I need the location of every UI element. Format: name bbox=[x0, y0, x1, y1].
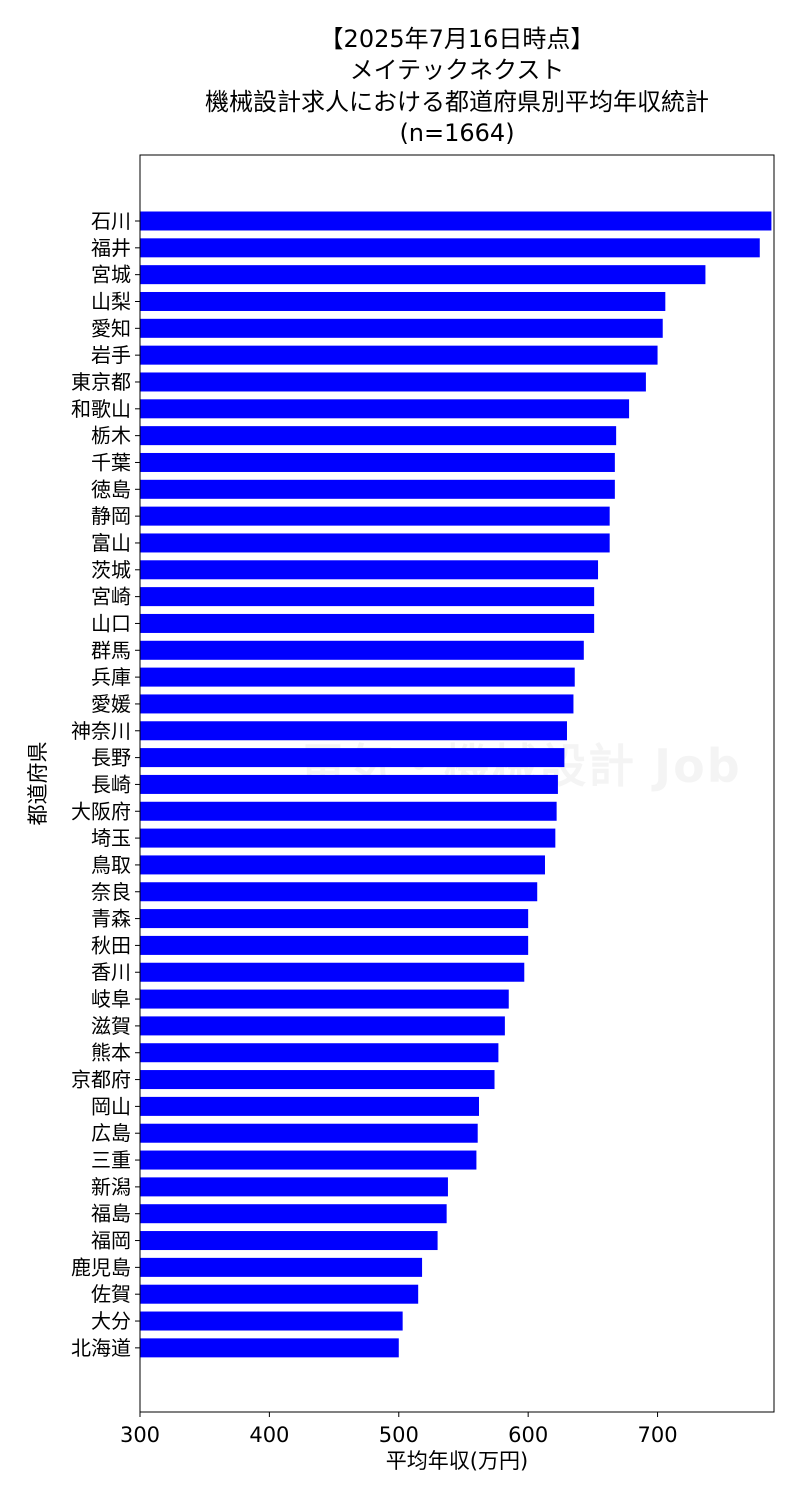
bar bbox=[140, 1338, 399, 1358]
bar bbox=[140, 667, 575, 687]
bar bbox=[140, 1257, 423, 1277]
y-tick-label: 静岡 bbox=[91, 504, 131, 528]
bar bbox=[140, 935, 529, 955]
x-tick-label: 600 bbox=[508, 1423, 548, 1447]
y-tick-label: 青森 bbox=[91, 907, 131, 931]
y-tick-label: 福井 bbox=[91, 236, 131, 260]
bar bbox=[140, 291, 666, 311]
y-tick-label: 香川 bbox=[91, 960, 131, 984]
x-axis-label: 平均年収(万円) bbox=[386, 1449, 528, 1473]
y-tick-label: 和歌山 bbox=[71, 397, 131, 421]
y-tick-label: 福島 bbox=[91, 1202, 131, 1226]
y-tick-label: 宮城 bbox=[91, 263, 131, 287]
bar bbox=[140, 345, 658, 365]
y-tick-label: 徳島 bbox=[91, 477, 131, 501]
bar bbox=[140, 962, 525, 982]
y-tick-label: 長崎 bbox=[91, 772, 131, 796]
y-tick-label: 北海道 bbox=[71, 1336, 131, 1360]
y-tick-label: 岩手 bbox=[91, 343, 131, 367]
y-tick-label: 佐賀 bbox=[91, 1282, 131, 1306]
bar bbox=[140, 1016, 505, 1036]
x-tick-label: 300 bbox=[120, 1423, 160, 1447]
y-tick-label: 茨城 bbox=[91, 558, 131, 582]
y-tick-label: 富山 bbox=[91, 531, 131, 555]
y-tick-label: 秋田 bbox=[91, 933, 131, 957]
x-tick-label: 400 bbox=[249, 1423, 289, 1447]
bar bbox=[140, 1311, 403, 1331]
bar bbox=[140, 640, 584, 660]
bar bbox=[140, 452, 615, 472]
bar bbox=[140, 533, 610, 553]
bar bbox=[140, 1043, 499, 1063]
bar bbox=[140, 587, 595, 607]
y-tick-label: 福岡 bbox=[91, 1229, 131, 1253]
y-tick-label: 愛知 bbox=[91, 316, 131, 340]
x-tick-label: 700 bbox=[638, 1423, 678, 1447]
y-tick-label: 岐阜 bbox=[91, 987, 131, 1011]
bar bbox=[140, 613, 595, 633]
bar bbox=[140, 855, 545, 875]
bar bbox=[140, 909, 529, 929]
y-tick-label: 東京都 bbox=[71, 370, 131, 394]
bar bbox=[140, 1070, 495, 1090]
y-tick-label: 埼玉 bbox=[91, 826, 131, 850]
y-tick-label: 鳥取 bbox=[91, 853, 131, 877]
bar bbox=[140, 399, 630, 419]
bar bbox=[140, 560, 599, 580]
bar bbox=[140, 1284, 419, 1304]
y-tick-label: 奈良 bbox=[91, 880, 131, 904]
y-tick-label: 山口 bbox=[91, 611, 131, 635]
y-tick-label: 石川 bbox=[91, 209, 131, 233]
bar bbox=[140, 721, 567, 741]
bar bbox=[140, 1177, 448, 1197]
y-tick-label: 熊本 bbox=[91, 1041, 131, 1065]
chart-title-line-3: 機械設計求人における都道府県別平均年収統計 bbox=[205, 88, 709, 116]
bar bbox=[140, 211, 772, 231]
y-tick-label: 愛媛 bbox=[91, 692, 131, 716]
y-tick-label: 新潟 bbox=[91, 1175, 131, 1199]
bar bbox=[140, 989, 509, 1009]
y-tick-label: 大阪府 bbox=[71, 799, 131, 823]
y-tick-label: 兵庫 bbox=[91, 665, 131, 689]
y-tick-label: 千葉 bbox=[91, 450, 131, 474]
bar bbox=[140, 506, 610, 526]
y-tick-label: 群馬 bbox=[91, 638, 131, 662]
bar bbox=[140, 1150, 477, 1170]
plot-frame bbox=[139, 154, 775, 1413]
bar bbox=[140, 828, 556, 848]
bar bbox=[140, 265, 706, 285]
y-tick-label: 三重 bbox=[91, 1148, 131, 1172]
chart-title-line-4: (n=1664) bbox=[399, 119, 515, 147]
y-tick-label: 岡山 bbox=[91, 1094, 131, 1118]
x-tick-label: 500 bbox=[379, 1423, 419, 1447]
bar bbox=[140, 238, 760, 258]
y-tick-label: 神奈川 bbox=[71, 719, 131, 743]
y-tick-label: 宮崎 bbox=[91, 585, 131, 609]
bar bbox=[140, 774, 558, 794]
y-tick-label: 大分 bbox=[91, 1309, 131, 1333]
bar bbox=[140, 801, 557, 821]
bar bbox=[140, 1204, 447, 1224]
bar bbox=[140, 1123, 478, 1143]
chart-title-line-1: 【2025年7月16日時点】 bbox=[319, 25, 595, 53]
bar bbox=[140, 426, 617, 446]
y-tick-label: 山梨 bbox=[91, 289, 131, 313]
bar bbox=[140, 372, 646, 392]
y-tick-label: 京都府 bbox=[71, 1068, 131, 1092]
chart-title-line-2: メイテックネクスト bbox=[349, 56, 565, 84]
y-axis-label: 都道府県 bbox=[26, 742, 50, 826]
bar bbox=[140, 1096, 479, 1116]
y-tick-label: 栃木 bbox=[91, 424, 131, 448]
y-tick-label: 滋賀 bbox=[91, 1014, 131, 1038]
y-tick-label: 広島 bbox=[91, 1121, 131, 1145]
bar bbox=[140, 694, 574, 714]
y-tick-label: 鹿児島 bbox=[71, 1255, 131, 1279]
bar bbox=[140, 882, 538, 902]
bar bbox=[140, 318, 663, 338]
bar bbox=[140, 748, 565, 768]
bar bbox=[140, 479, 615, 499]
bar bbox=[140, 1231, 438, 1251]
y-tick-label: 長野 bbox=[91, 746, 131, 770]
